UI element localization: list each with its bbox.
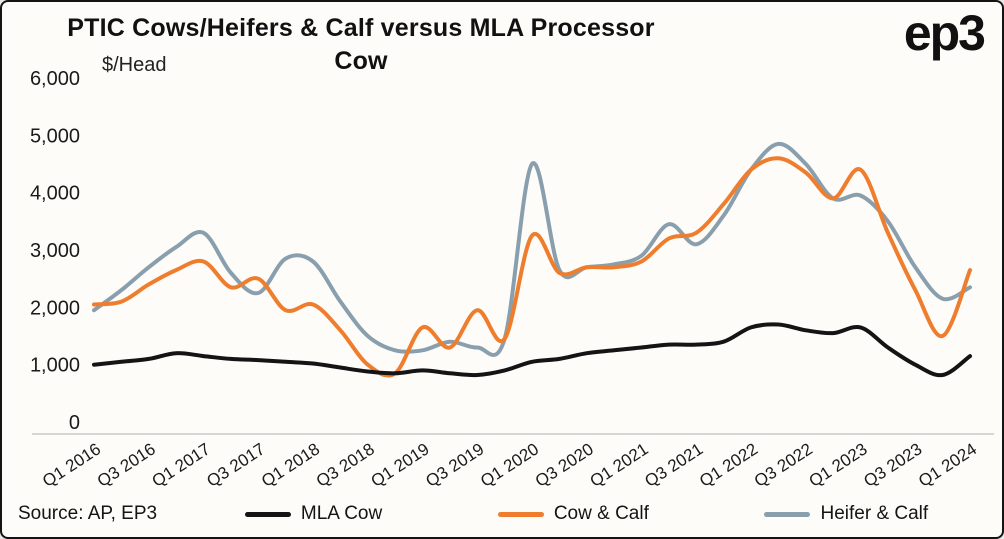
y-tick-label: 4,000 bbox=[30, 183, 80, 205]
legend-item-heifer-calf: Heifer & Calf bbox=[764, 503, 928, 525]
x-tick-label: Q3 2017 bbox=[203, 439, 268, 490]
x-tick-label: Q3 2018 bbox=[313, 439, 378, 490]
series-line-mla-cow bbox=[92, 322, 972, 378]
ep3-logo: ep3 bbox=[903, 5, 986, 61]
page-title-line2: Cow bbox=[334, 46, 388, 75]
x-tick-label: Q1 2021 bbox=[587, 439, 652, 490]
x-tick-label: Q1 2022 bbox=[696, 439, 761, 490]
legend: MLA Cow Cow & Calf Heifer & Calf bbox=[187, 503, 986, 525]
y-tick-label: 5,000 bbox=[30, 125, 80, 147]
x-tick-label: Q1 2023 bbox=[806, 439, 871, 490]
y-axis-unit-label: $/Head bbox=[102, 54, 167, 76]
y-tick-label: 6,000 bbox=[30, 68, 80, 90]
legend-swatch-heifer-calf bbox=[764, 511, 811, 517]
x-tick-label: Q1 2016 bbox=[39, 439, 104, 490]
x-tick-label: Q1 2018 bbox=[258, 439, 323, 490]
y-tick-label: 3,000 bbox=[30, 240, 80, 262]
x-tick-label: Q3 2019 bbox=[422, 439, 487, 490]
x-tick-label: Q1 2020 bbox=[477, 439, 542, 490]
series-line-heifer-calf bbox=[92, 141, 972, 357]
x-tick-label: Q3 2023 bbox=[860, 439, 925, 490]
legend-swatch-mla-cow bbox=[244, 511, 291, 517]
legend-label-heifer-calf: Heifer & Calf bbox=[820, 503, 929, 524]
x-tick-label: Q1 2017 bbox=[149, 439, 214, 490]
x-tick-label: Q3 2020 bbox=[532, 439, 597, 490]
page-title: PTIC Cows/Heifers & Calf versus MLA Proc… bbox=[16, 12, 706, 77]
source-note: Source: AP, EP3 bbox=[18, 503, 158, 524]
page-title-line1: PTIC Cows/Heifers & Calf versus MLA Proc… bbox=[67, 14, 655, 42]
chart-footer: Source: AP, EP3 MLA Cow Cow & Calf Heife… bbox=[2, 497, 1002, 531]
legend-label-cow-calf: Cow & Calf bbox=[553, 503, 649, 524]
x-tick-label: Q3 2022 bbox=[751, 439, 816, 490]
series-line-cow-calf bbox=[92, 156, 972, 378]
legend-swatch-cow-calf bbox=[497, 511, 544, 517]
x-tick-label: Q1 2024 bbox=[915, 439, 980, 490]
legend-item-cow-calf: Cow & Calf bbox=[497, 503, 649, 525]
x-tick-label: Q3 2021 bbox=[641, 439, 706, 490]
legend-label-mla-cow: MLA Cow bbox=[300, 503, 383, 524]
x-tick-label: Q3 2016 bbox=[94, 439, 159, 490]
y-tick-label: 2,000 bbox=[30, 297, 80, 319]
y-tick-label: 0 bbox=[69, 412, 80, 434]
y-tick-label: 1,000 bbox=[30, 355, 80, 377]
x-tick-label: Q1 2019 bbox=[368, 439, 433, 490]
legend-item-mla-cow: MLA Cow bbox=[244, 503, 383, 525]
